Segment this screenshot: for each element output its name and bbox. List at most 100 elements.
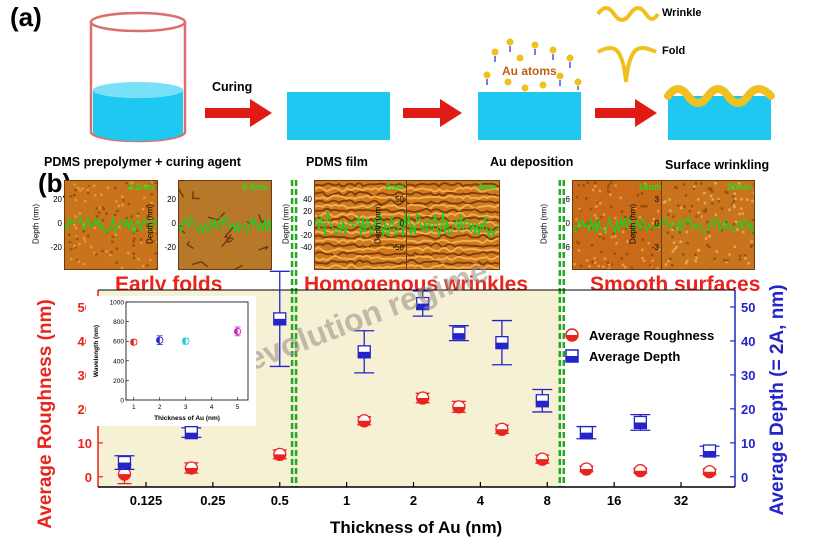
afm-grain — [669, 257, 672, 261]
afm-grain — [139, 238, 143, 241]
inset-x-axis-title: Thickness of Au (nm) — [154, 415, 220, 422]
afm-grain — [674, 185, 677, 189]
afm-grain — [586, 181, 589, 185]
afm-grain — [624, 215, 627, 219]
afm-grain — [608, 263, 612, 267]
afm-axis-tick: -20 — [300, 231, 312, 240]
afm-grain — [93, 251, 96, 255]
inset-y-axis-title: Wavelength (nm) — [93, 325, 100, 377]
afm-grain — [709, 194, 713, 198]
afm-grain — [101, 206, 105, 210]
afm-grain — [670, 264, 674, 267]
y-axis-left-title: Average Roughness (nm) — [35, 299, 56, 529]
afm-grain — [714, 182, 717, 185]
inset-x-tick-label: 2 — [158, 404, 162, 411]
inset-x-tick-label: 3 — [184, 404, 188, 411]
afm-grain — [82, 262, 85, 266]
afm-grain — [111, 235, 115, 238]
afm-grain — [708, 245, 711, 249]
afm-grain — [711, 202, 714, 205]
afm-grain — [738, 258, 742, 261]
afm-wrinkle — [406, 191, 504, 198]
afm-grain — [101, 249, 104, 253]
afm-grain — [120, 266, 124, 270]
afm-image: 2nm — [314, 180, 412, 275]
legend-label-depth: Average Depth — [589, 348, 681, 364]
fold-legend-label: Fold — [662, 45, 686, 57]
afm-grain — [593, 214, 597, 217]
afm-grain — [115, 261, 118, 264]
afm-grain — [82, 237, 86, 240]
afm-grain — [74, 226, 78, 230]
afm-grain — [109, 253, 112, 257]
afm-grain — [594, 205, 598, 208]
afm-grain — [149, 234, 152, 237]
x-tick-label: 16 — [607, 493, 621, 508]
afm-grain — [78, 242, 81, 246]
x-axis-title: Thickness of Au (nm) — [330, 518, 503, 537]
afm-image: 0.2nm — [64, 180, 160, 275]
afm-grain — [114, 233, 117, 237]
afm-grain — [664, 263, 668, 266]
afm-grain — [575, 218, 578, 221]
y-right-tick-label: 30 — [741, 368, 755, 383]
afm-grain — [664, 200, 667, 203]
afm-grain — [619, 196, 622, 200]
afm-grain — [150, 201, 153, 205]
afm-grain — [593, 181, 597, 185]
y-axis-right-title: Average Depth (= 2A, nm) — [767, 284, 788, 516]
afm-wrinkle — [314, 263, 412, 270]
afm-fold — [221, 234, 232, 248]
afm-grain — [688, 210, 692, 213]
afm-grain — [707, 187, 711, 190]
x-tick-label: 1 — [343, 493, 350, 508]
afm-grain — [733, 192, 737, 195]
roughness-marker-fill — [358, 420, 371, 427]
afm-grain — [579, 264, 583, 268]
afm-axis-tick: 0 — [565, 219, 570, 228]
roughness-point — [184, 461, 199, 475]
depth-marker-fill — [273, 318, 286, 325]
afm-grain — [673, 247, 676, 251]
afm-grain — [606, 261, 610, 265]
afm-axis-tick: 3 — [654, 195, 659, 204]
afm-grain — [714, 213, 718, 217]
afm-grain — [694, 259, 697, 263]
afm-axis-tick: 20 — [53, 195, 62, 204]
afm-grain — [615, 242, 618, 245]
afm-grain — [144, 184, 148, 188]
afm-wrinkle — [406, 242, 504, 248]
afm-grain — [734, 197, 737, 200]
afm-grain — [676, 204, 680, 207]
afm-grain — [141, 208, 145, 211]
afm-grain — [593, 261, 597, 264]
afm-grain — [132, 252, 136, 256]
afm-grain — [668, 209, 672, 212]
afm-grain — [708, 234, 711, 238]
afm-grain — [702, 209, 706, 213]
afm-axis-tick: 0 — [171, 219, 176, 228]
afm-grain — [77, 260, 80, 263]
afm-grain — [577, 224, 581, 227]
afm-grain — [741, 212, 744, 215]
afm-wrinkle — [406, 263, 504, 270]
x-tick-label: 8 — [544, 493, 551, 508]
afm-grain — [132, 240, 135, 243]
afm-grain — [578, 207, 581, 211]
afm-grain — [724, 190, 727, 194]
afm-grain — [710, 190, 714, 193]
afm-grain — [684, 261, 688, 265]
afm-grain — [720, 207, 724, 210]
afm-wrinkle — [314, 212, 412, 219]
afm-grain — [127, 203, 131, 206]
afm-grain — [145, 223, 149, 226]
pdms-film — [287, 92, 390, 140]
roughness-marker-fill — [703, 471, 716, 478]
afm-grain — [145, 264, 149, 267]
afm-grain — [67, 233, 71, 236]
afm-grain — [86, 191, 90, 194]
afm-grain — [626, 240, 629, 243]
roughness-marker-fill — [452, 406, 465, 413]
afm-grain — [93, 226, 97, 230]
afm-grain — [78, 212, 82, 215]
